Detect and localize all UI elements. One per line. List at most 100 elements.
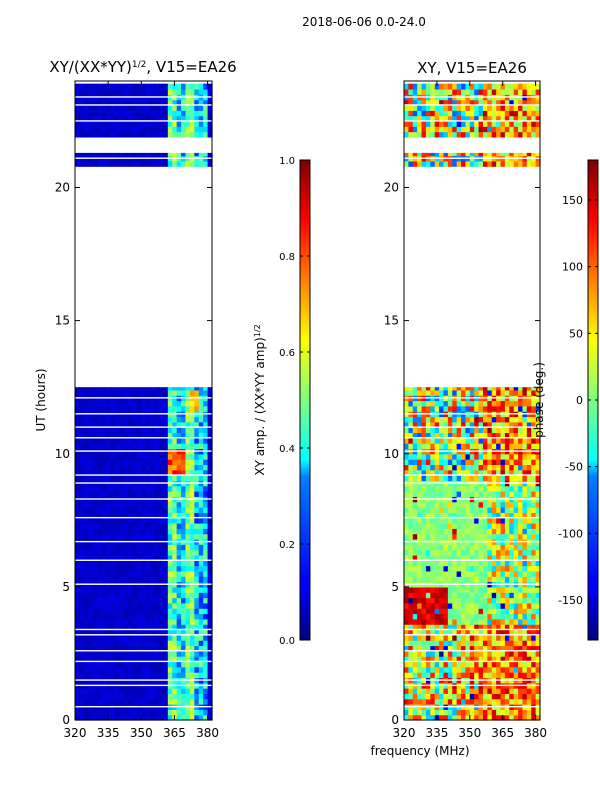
- y-tick-label: 0: [391, 713, 399, 727]
- heatmap-cell: [474, 453, 480, 460]
- heatmap-cell: [136, 485, 142, 492]
- heatmap-cell: [128, 459, 134, 465]
- heatmap-cell: [163, 485, 169, 492]
- heatmap-cell: [123, 464, 129, 471]
- flagged-row: [75, 679, 212, 681]
- heatmap-cell: [79, 517, 85, 524]
- heatmap-cell: [132, 709, 138, 716]
- heatmap-cell: [509, 560, 515, 567]
- heatmap-cell: [434, 618, 440, 625]
- heatmap-cell: [176, 104, 182, 111]
- heatmap-cell: [114, 645, 120, 652]
- heatmap-cell: [194, 99, 200, 106]
- heatmap-cell: [123, 491, 129, 497]
- heatmap-cell: [207, 693, 213, 700]
- heatmap-cell: [198, 416, 204, 423]
- heatmap-cell: [452, 437, 458, 444]
- heatmap-cell: [123, 640, 129, 647]
- heatmap-cell: [504, 618, 510, 625]
- heatmap-cell: [487, 405, 493, 412]
- heatmap-cell: [189, 110, 195, 117]
- heatmap-cell: [114, 656, 120, 663]
- heatmap-cell: [522, 507, 528, 513]
- heatmap-cell: [176, 416, 182, 423]
- heatmap-cell: [447, 110, 453, 117]
- heatmap-cell: [97, 533, 103, 540]
- heatmap-cell: [500, 592, 506, 599]
- heatmap-cell: [167, 576, 173, 583]
- heatmap-cell: [132, 453, 138, 460]
- heatmap-cell: [439, 507, 445, 513]
- heatmap-cell: [447, 83, 453, 90]
- heatmap-cell: [478, 491, 484, 497]
- heatmap-cell: [136, 126, 142, 133]
- heatmap-cell: [496, 560, 502, 567]
- heatmap-cell: [500, 661, 506, 668]
- heatmap-cell: [181, 533, 187, 540]
- heatmap-cell: [97, 640, 103, 647]
- heatmap-cell: [163, 421, 169, 428]
- heatmap-cell: [465, 469, 471, 476]
- heatmap-cell: [185, 666, 191, 673]
- heatmap-cell: [434, 645, 440, 652]
- heatmap-cell: [141, 714, 147, 721]
- heatmap-cell: [154, 405, 160, 412]
- heatmap-cell: [194, 608, 200, 615]
- heatmap-cell: [434, 437, 440, 444]
- heatmap-cell: [163, 709, 169, 716]
- heatmap-cell: [482, 544, 488, 551]
- heatmap-cell: [167, 661, 173, 668]
- heatmap-cell: [447, 512, 453, 519]
- heatmap-cell: [469, 512, 475, 519]
- heatmap-cell: [136, 387, 142, 391]
- heatmap-cell: [461, 491, 467, 497]
- heatmap-cell: [500, 99, 506, 106]
- heatmap-cell: [421, 501, 427, 508]
- heatmap-cell: [167, 544, 173, 551]
- heatmap-cell: [136, 115, 142, 122]
- heatmap-cell: [535, 597, 541, 604]
- heatmap-cell: [114, 115, 120, 122]
- heatmap-cell: [412, 387, 418, 391]
- heatmap-cell: [203, 693, 209, 700]
- heatmap-cell: [119, 517, 125, 524]
- heatmap-cell: [114, 688, 120, 694]
- heatmap-cell: [145, 120, 151, 127]
- heatmap-cell: [79, 427, 85, 434]
- heatmap-cell: [461, 152, 467, 157]
- heatmap-cell: [75, 421, 81, 428]
- heatmap-cell: [92, 152, 98, 157]
- heatmap-cell: [176, 592, 182, 599]
- heatmap-cell: [194, 427, 200, 434]
- heatmap-cell: [531, 656, 537, 663]
- heatmap-cell: [509, 120, 515, 127]
- heatmap-cell: [194, 501, 200, 508]
- heatmap-cell: [421, 464, 427, 471]
- heatmap-cell: [417, 485, 423, 492]
- heatmap-cell: [417, 650, 423, 657]
- heatmap-cell: [434, 592, 440, 599]
- heatmap-cell: [132, 110, 138, 117]
- heatmap-cell: [158, 560, 164, 567]
- heatmap-cell: [172, 629, 178, 636]
- heatmap-cell: [136, 421, 142, 428]
- heatmap-cell: [526, 400, 532, 407]
- heatmap-cell: [425, 507, 431, 513]
- heatmap-cell: [408, 629, 414, 636]
- heatmap-cell: [158, 110, 164, 117]
- heatmap-cell: [408, 469, 414, 476]
- heatmap-cell: [83, 512, 89, 519]
- heatmap-cell: [425, 544, 431, 551]
- heatmap-cell: [404, 469, 409, 476]
- heatmap-cell: [434, 469, 440, 476]
- heatmap-cell: [465, 608, 471, 615]
- heatmap-cell: [461, 131, 467, 138]
- heatmap-cell: [434, 661, 440, 668]
- heatmap-cell: [404, 110, 409, 117]
- heatmap-cell: [500, 656, 506, 663]
- heatmap-cell: [478, 427, 484, 434]
- heatmap-cell: [417, 528, 423, 535]
- heatmap-cell: [158, 126, 164, 133]
- heatmap-cell: [526, 597, 532, 604]
- heatmap-cell: [434, 131, 440, 138]
